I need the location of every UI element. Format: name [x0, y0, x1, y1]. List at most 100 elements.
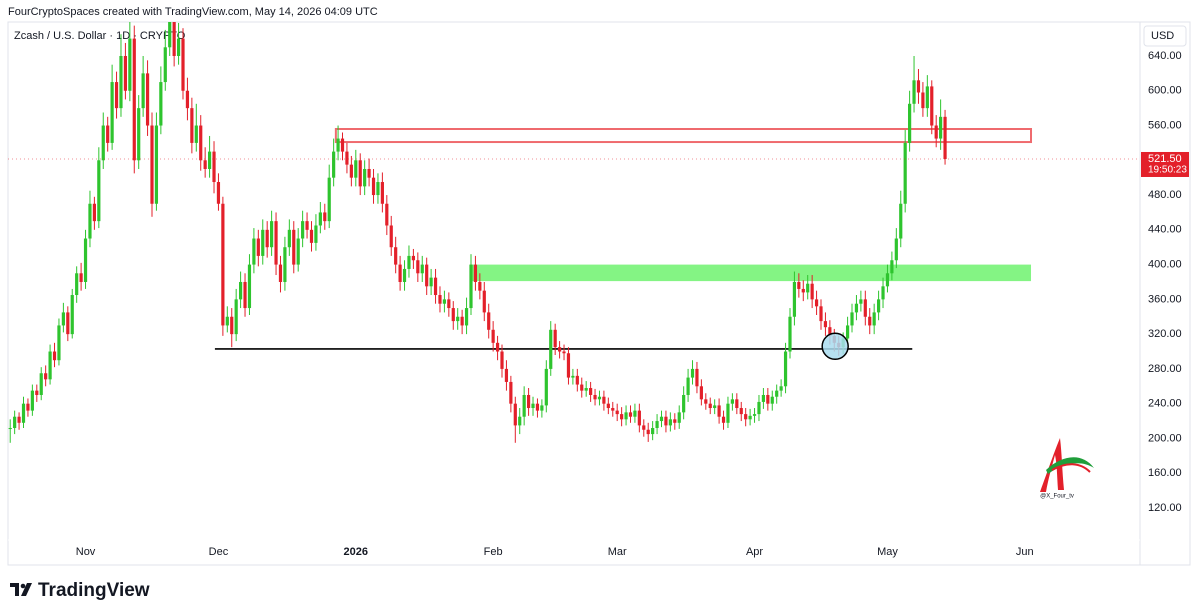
countdown: 19:50:23	[1148, 165, 1187, 176]
candle-body	[562, 351, 566, 354]
candle-body	[199, 125, 203, 161]
candle-body	[48, 351, 52, 380]
candle-body	[752, 414, 757, 416]
candle-body	[411, 255, 415, 261]
candle-body	[106, 125, 110, 143]
candle-body	[473, 264, 478, 282]
candle-body	[934, 125, 938, 139]
candle-body	[872, 312, 876, 326]
candle-body	[766, 394, 770, 404]
x-tick-label: Mar	[608, 546, 627, 558]
y-tick-label: 600.00	[1148, 85, 1182, 97]
candle-body	[584, 388, 588, 391]
candle-body	[394, 247, 398, 265]
candle-body	[580, 384, 584, 391]
candle-body	[194, 125, 198, 143]
y-tick-label: 360.00	[1148, 293, 1182, 305]
watermark-text: @X_Four_tv	[1040, 494, 1074, 500]
candle-body	[61, 312, 65, 326]
candle-body	[677, 412, 681, 423]
watermark-logo: @X_Four_tv	[1040, 438, 1094, 500]
candle-body	[637, 410, 641, 426]
candle-body	[438, 295, 442, 304]
candle-body	[52, 351, 57, 361]
candle-body	[491, 329, 495, 343]
candle-body	[225, 316, 229, 326]
candle-body	[230, 316, 234, 335]
candle-body	[863, 299, 867, 317]
candle-body	[207, 151, 212, 169]
currency-box[interactable]	[1143, 25, 1187, 47]
candle-body	[597, 396, 602, 400]
candle-body	[668, 419, 672, 426]
frame	[7, 21, 1191, 566]
candle-body	[522, 394, 526, 417]
candle-body	[132, 38, 136, 161]
candle-body	[234, 299, 238, 335]
candle-body	[363, 168, 367, 187]
candle-body	[735, 399, 739, 409]
candle-body	[349, 164, 353, 178]
candle-body	[261, 229, 265, 256]
candle-body	[168, 22, 172, 48]
candle-body	[243, 281, 247, 309]
candle-body	[531, 403, 535, 409]
candle-body	[544, 368, 548, 406]
candle-body	[407, 255, 411, 269]
candle-body	[682, 394, 686, 413]
tradingview-logo[interactable]: TradingView	[10, 580, 150, 601]
candle-body	[114, 82, 119, 109]
candle-body	[39, 373, 43, 395]
candle-body	[642, 425, 646, 430]
candle-body	[305, 221, 309, 230]
candle-body	[885, 273, 890, 287]
candle-body	[651, 428, 655, 435]
x-tick-label: Jun	[1016, 546, 1034, 558]
candle-body	[606, 403, 610, 409]
candle-body	[57, 325, 61, 361]
candle-body	[185, 90, 190, 109]
candle-body	[916, 80, 921, 93]
candle-body	[110, 82, 114, 143]
candle-body	[526, 394, 531, 409]
candle-body	[620, 414, 624, 420]
candle-body	[664, 416, 668, 426]
candle-body	[713, 405, 717, 409]
candle-body	[854, 303, 859, 313]
candle-body	[141, 73, 145, 109]
candle-body	[899, 203, 903, 239]
y-tick-label: 640.00	[1148, 50, 1182, 62]
candle-body	[137, 108, 141, 161]
candle-body	[792, 281, 797, 317]
x-tick-label: 2026	[344, 546, 368, 558]
candle-body	[416, 260, 420, 274]
candle-body	[278, 264, 283, 282]
y-tick-label: 200.00	[1148, 432, 1182, 444]
candle-body	[930, 86, 934, 126]
candle-body	[296, 238, 300, 265]
candle-body	[376, 182, 380, 196]
candle-body	[553, 329, 557, 348]
candle-body	[75, 273, 79, 296]
candle-body	[801, 288, 805, 293]
candle-body	[566, 353, 571, 378]
candle-body	[699, 386, 703, 400]
axes: 120.00 160.00 200.00 240.00 280.00 320.00 360.…	[76, 50, 1189, 558]
candle-body	[509, 381, 513, 404]
candle-body	[655, 421, 659, 429]
zone	[470, 264, 1032, 282]
candle-body	[708, 403, 712, 409]
logo-text: TradingView	[38, 580, 150, 601]
candle-body	[44, 373, 48, 380]
candle-body	[26, 403, 30, 411]
candle-body	[881, 286, 885, 300]
highlight-circle	[821, 332, 849, 361]
x-tick-label: Dec	[209, 546, 229, 558]
candle-body	[323, 212, 327, 222]
candle-body	[309, 229, 314, 243]
candle-body	[761, 394, 766, 402]
candle-body	[247, 264, 252, 309]
candle-body	[287, 229, 291, 248]
candle-body	[589, 388, 593, 395]
